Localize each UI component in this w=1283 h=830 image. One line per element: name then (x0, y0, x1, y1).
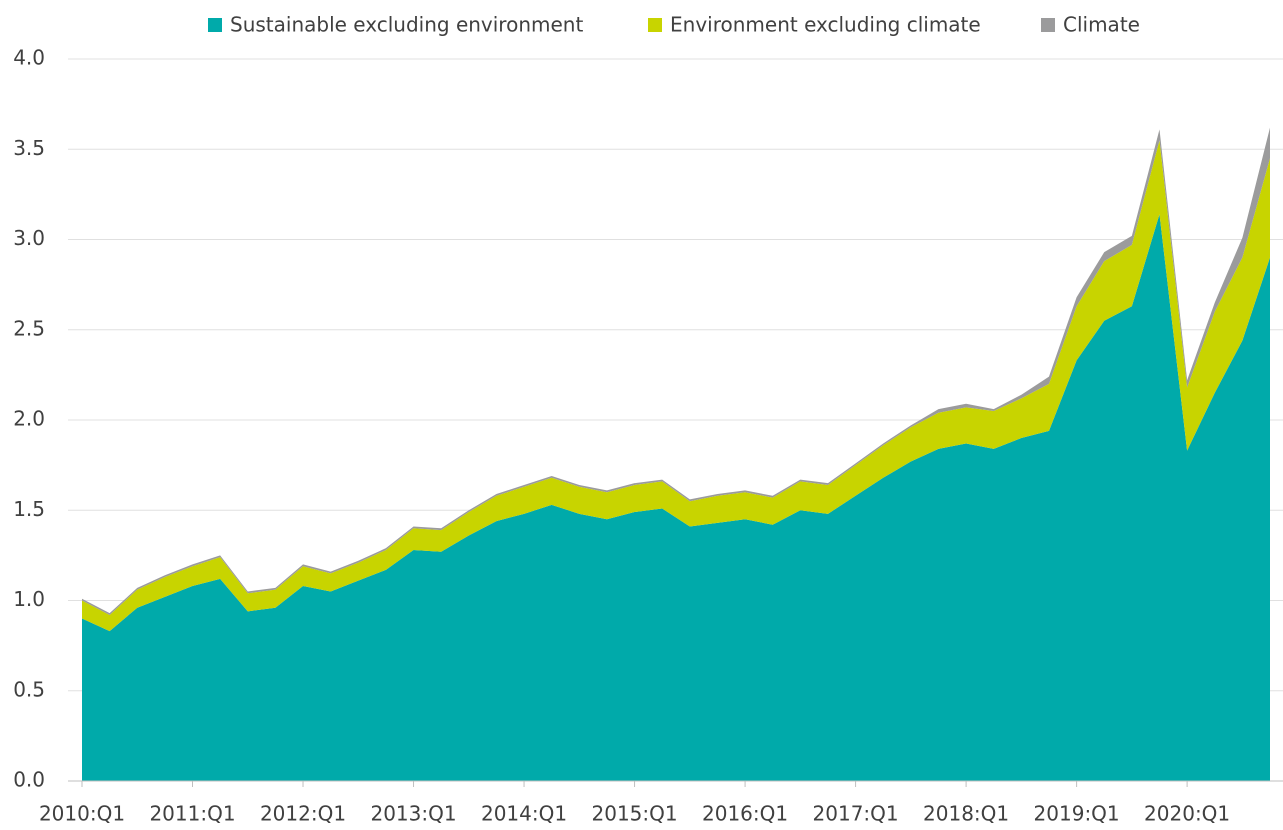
x-tick-label: 2012:Q1 (260, 802, 346, 826)
x-tick-label: 2017:Q1 (813, 802, 899, 826)
x-tick-label: 2015:Q1 (592, 802, 678, 826)
y-tick-label: 1.5 (13, 497, 45, 521)
legend-label: Climate (1063, 13, 1140, 37)
y-tick-label: 3.0 (13, 226, 45, 250)
y-tick-label: 0.5 (13, 677, 45, 701)
x-tick-label: 2019:Q1 (1034, 802, 1120, 826)
x-tick-label: 2010:Q1 (39, 802, 125, 826)
x-tick-label: 2016:Q1 (702, 802, 788, 826)
x-tick-label: 2013:Q1 (370, 802, 456, 826)
y-tick-label: 2.0 (13, 407, 45, 431)
x-tick-label: 2018:Q1 (923, 802, 1009, 826)
area (82, 214, 1270, 782)
y-tick-label: 2.5 (13, 316, 45, 340)
x-tick-label: 2011:Q1 (149, 802, 235, 826)
legend-label: Environment excluding climate (670, 13, 981, 37)
y-tick-label: 4.0 (13, 46, 45, 70)
y-tick-label: 0.0 (13, 768, 45, 792)
y-tick-label: 3.5 (13, 136, 45, 160)
x-tick-label: 2020:Q1 (1144, 802, 1230, 826)
x-tick-label: 2014:Q1 (481, 802, 567, 826)
legend-swatch (1041, 18, 1055, 32)
legend-label: Sustainable excluding environment (230, 13, 583, 37)
area (82, 140, 1270, 632)
legend-swatch (648, 18, 662, 32)
y-tick-label: 1.0 (13, 587, 45, 611)
legend-swatch (208, 18, 222, 32)
